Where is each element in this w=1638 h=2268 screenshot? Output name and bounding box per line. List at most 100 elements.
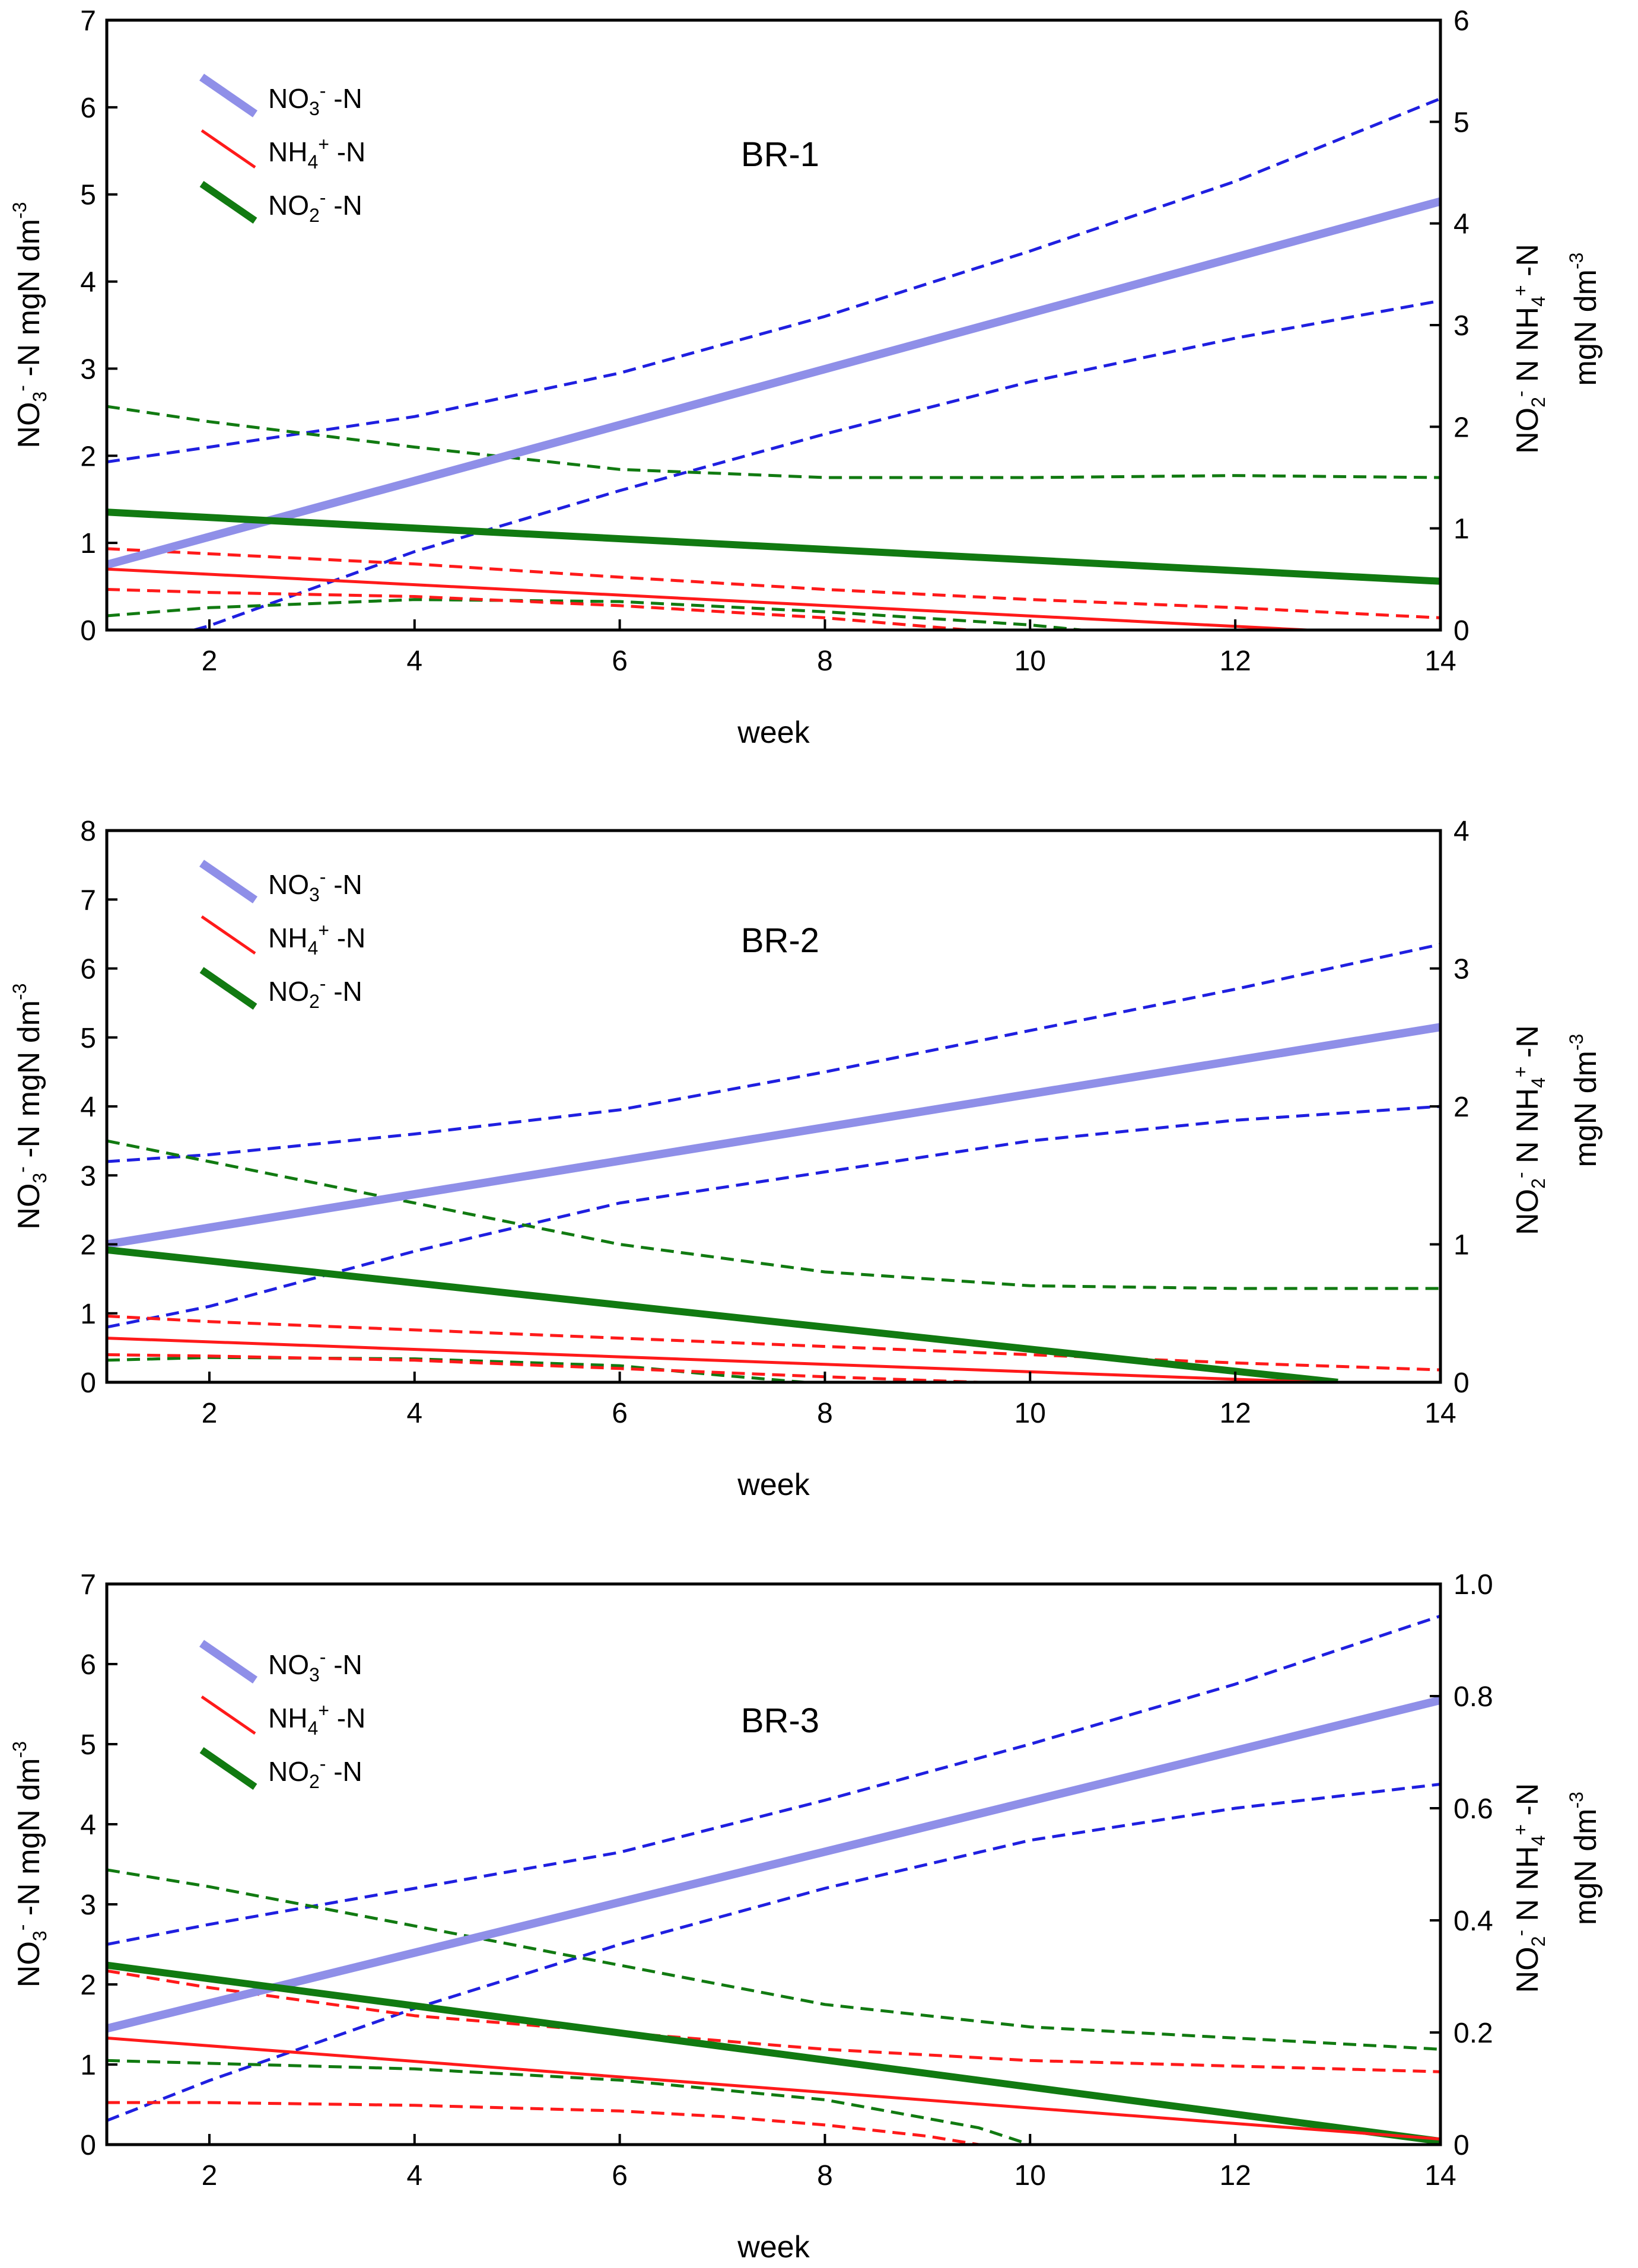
y-left-tick-label: 1 xyxy=(80,2050,96,2081)
series-nh4-n-fit xyxy=(107,567,1308,630)
y-left-tick-label: 2 xyxy=(80,1970,96,2001)
legend-label-rest: -N xyxy=(329,1703,365,1733)
y-right-title-sub: 2 xyxy=(1528,1178,1549,1189)
series-no3-n-lower-95 xyxy=(107,1783,1440,2122)
y-right-unit-sup: -3 xyxy=(1566,253,1587,269)
y-right-title-sup: - xyxy=(1510,390,1531,397)
y-right-axis-title: NO2- N NH4+ -N xyxy=(1510,1783,1549,1993)
y-left-tick-label: 5 xyxy=(80,1729,96,1761)
y-left-tick-label: 4 xyxy=(80,1809,96,1841)
y-left-tick-label: 6 xyxy=(80,93,96,124)
y-right-title-rest: N NH xyxy=(1510,1846,1545,1930)
panel-label: BR-2 xyxy=(741,921,819,960)
y-right-tick-label: 1 xyxy=(1453,514,1470,545)
y-left-title-unit-sup: -3 xyxy=(9,983,30,1000)
y-right-title-main: NO xyxy=(1510,408,1545,454)
y-right-tick-label: 1.0 xyxy=(1453,1569,1493,1601)
legend-swatch-no2 xyxy=(199,181,257,224)
legend-label-rest: -N xyxy=(326,976,362,1007)
x-tick-label: 8 xyxy=(817,645,833,677)
legend-label-sup: - xyxy=(320,1646,326,1668)
x-tick-label: 10 xyxy=(1014,1398,1046,1429)
y-left-tick-label: 6 xyxy=(80,1649,96,1681)
legend-swatch-nh4 xyxy=(201,915,256,955)
legend-label-nh4: NH4+ -N xyxy=(268,920,365,959)
y-left-tick-label: 2 xyxy=(80,1230,96,1261)
legend-label-sup: - xyxy=(320,80,326,101)
y-right-axis-unit: mgN dm-3 xyxy=(1566,253,1603,386)
y-right-title-rest2: -N xyxy=(1510,244,1545,285)
series-no2-n-fit xyxy=(107,508,1440,585)
y-right-tick-label: 0.6 xyxy=(1453,1793,1493,1825)
legend-label-sup: - xyxy=(320,187,326,208)
legend-label-main: NO xyxy=(268,83,309,114)
y-left-axis-title: NO3- -N mgN dm-3 xyxy=(9,202,50,448)
y-left-tick-label: 7 xyxy=(80,5,96,37)
y-right-title-main: NO xyxy=(1510,1189,1545,1235)
legend-label-sub: 4 xyxy=(307,937,318,959)
y-right-title-main: NO xyxy=(1510,1946,1545,1993)
x-tick-label: 14 xyxy=(1424,645,1456,677)
x-tick-label: 6 xyxy=(612,1398,628,1429)
y-right-unit-main: mgN dm xyxy=(1569,269,1603,386)
y-right-title-rest2: -N xyxy=(1510,1025,1545,1066)
y-right-tick-label: 0 xyxy=(1453,615,1470,647)
y-left-axis-title: NO3- -N mgN dm-3 xyxy=(9,983,50,1229)
y-right-tick-label: 5 xyxy=(1453,107,1470,138)
y-left-tick-label: 0 xyxy=(80,1367,96,1399)
legend-label-sub: 3 xyxy=(309,1664,320,1685)
y-right-title-sup2: + xyxy=(1510,1066,1531,1077)
y-left-title-rest: -N mgN dm xyxy=(12,219,46,385)
y-right-unit-sup: -3 xyxy=(1566,1792,1587,1808)
y-right-unit-main: mgN dm xyxy=(1569,1808,1603,1925)
y-right-title-sub2: 4 xyxy=(1528,296,1549,307)
y-right-tick-label: 2 xyxy=(1453,412,1470,443)
legend-label-sup: + xyxy=(318,920,329,941)
legend-label-main: NO xyxy=(268,190,309,221)
y-right-tick-label: 1 xyxy=(1453,1230,1470,1261)
legend-label-nh4: NH4+ -N xyxy=(268,1700,365,1739)
y-left-tick-label: 4 xyxy=(80,1092,96,1123)
y-left-title-sup: - xyxy=(11,385,33,392)
y-left-tick-label: 8 xyxy=(80,816,96,847)
legend-label-sup: - xyxy=(320,866,326,888)
y-right-axis-title: NO2- N NH4+ -N xyxy=(1510,244,1549,454)
x-tick-label: 2 xyxy=(202,645,218,677)
series-no2-n-upper-95 xyxy=(107,1868,1440,2051)
y-right-axis-unit: mgN dm-3 xyxy=(1566,1034,1603,1168)
panel-label: BR-1 xyxy=(741,135,819,174)
x-tick-label: 10 xyxy=(1014,645,1046,677)
y-right-tick-label: 2 xyxy=(1453,1092,1470,1123)
y-right-title-sub2: 4 xyxy=(1528,1836,1549,1846)
panel-label: BR-3 xyxy=(741,1701,819,1740)
legend-label-no3: NO3- -N xyxy=(268,1646,362,1685)
x-tick-label: 6 xyxy=(612,645,628,677)
legend-label-sub: 4 xyxy=(307,1717,318,1739)
x-tick-label: 14 xyxy=(1424,2160,1456,2191)
y-right-title-sub: 2 xyxy=(1528,1936,1549,1947)
series-no2-n-fit xyxy=(107,1961,1440,2145)
y-right-unit-main: mgN dm xyxy=(1569,1051,1603,1167)
series-nh4-n-lower-95 xyxy=(107,588,969,630)
y-left-tick-label: 1 xyxy=(80,528,96,559)
x-tick-label: 2 xyxy=(202,1398,218,1429)
y-right-tick-label: 3 xyxy=(1453,954,1470,985)
series-nh4-n-upper-95 xyxy=(107,1969,1440,2073)
y-left-title-sub: 3 xyxy=(29,1173,50,1184)
y-left-tick-label: 7 xyxy=(80,1569,96,1601)
legend-label-sup: - xyxy=(320,973,326,994)
legend-label-no2: NO2- -N xyxy=(268,973,362,1012)
plot-frame xyxy=(105,1582,1442,2146)
y-right-tick-label: 0 xyxy=(1453,1367,1470,1399)
y-left-tick-label: 3 xyxy=(80,1160,96,1192)
legend-label-sub: 4 xyxy=(307,151,318,173)
x-tick-label: 4 xyxy=(406,1398,422,1429)
legend-swatch-no3 xyxy=(199,74,257,117)
series-group xyxy=(107,97,1440,630)
series-no2-n-lower-95 xyxy=(107,598,1082,630)
legend-swatch-nh4 xyxy=(201,1695,256,1735)
series-group xyxy=(107,943,1440,1382)
y-left-title-main: NO xyxy=(12,402,46,448)
